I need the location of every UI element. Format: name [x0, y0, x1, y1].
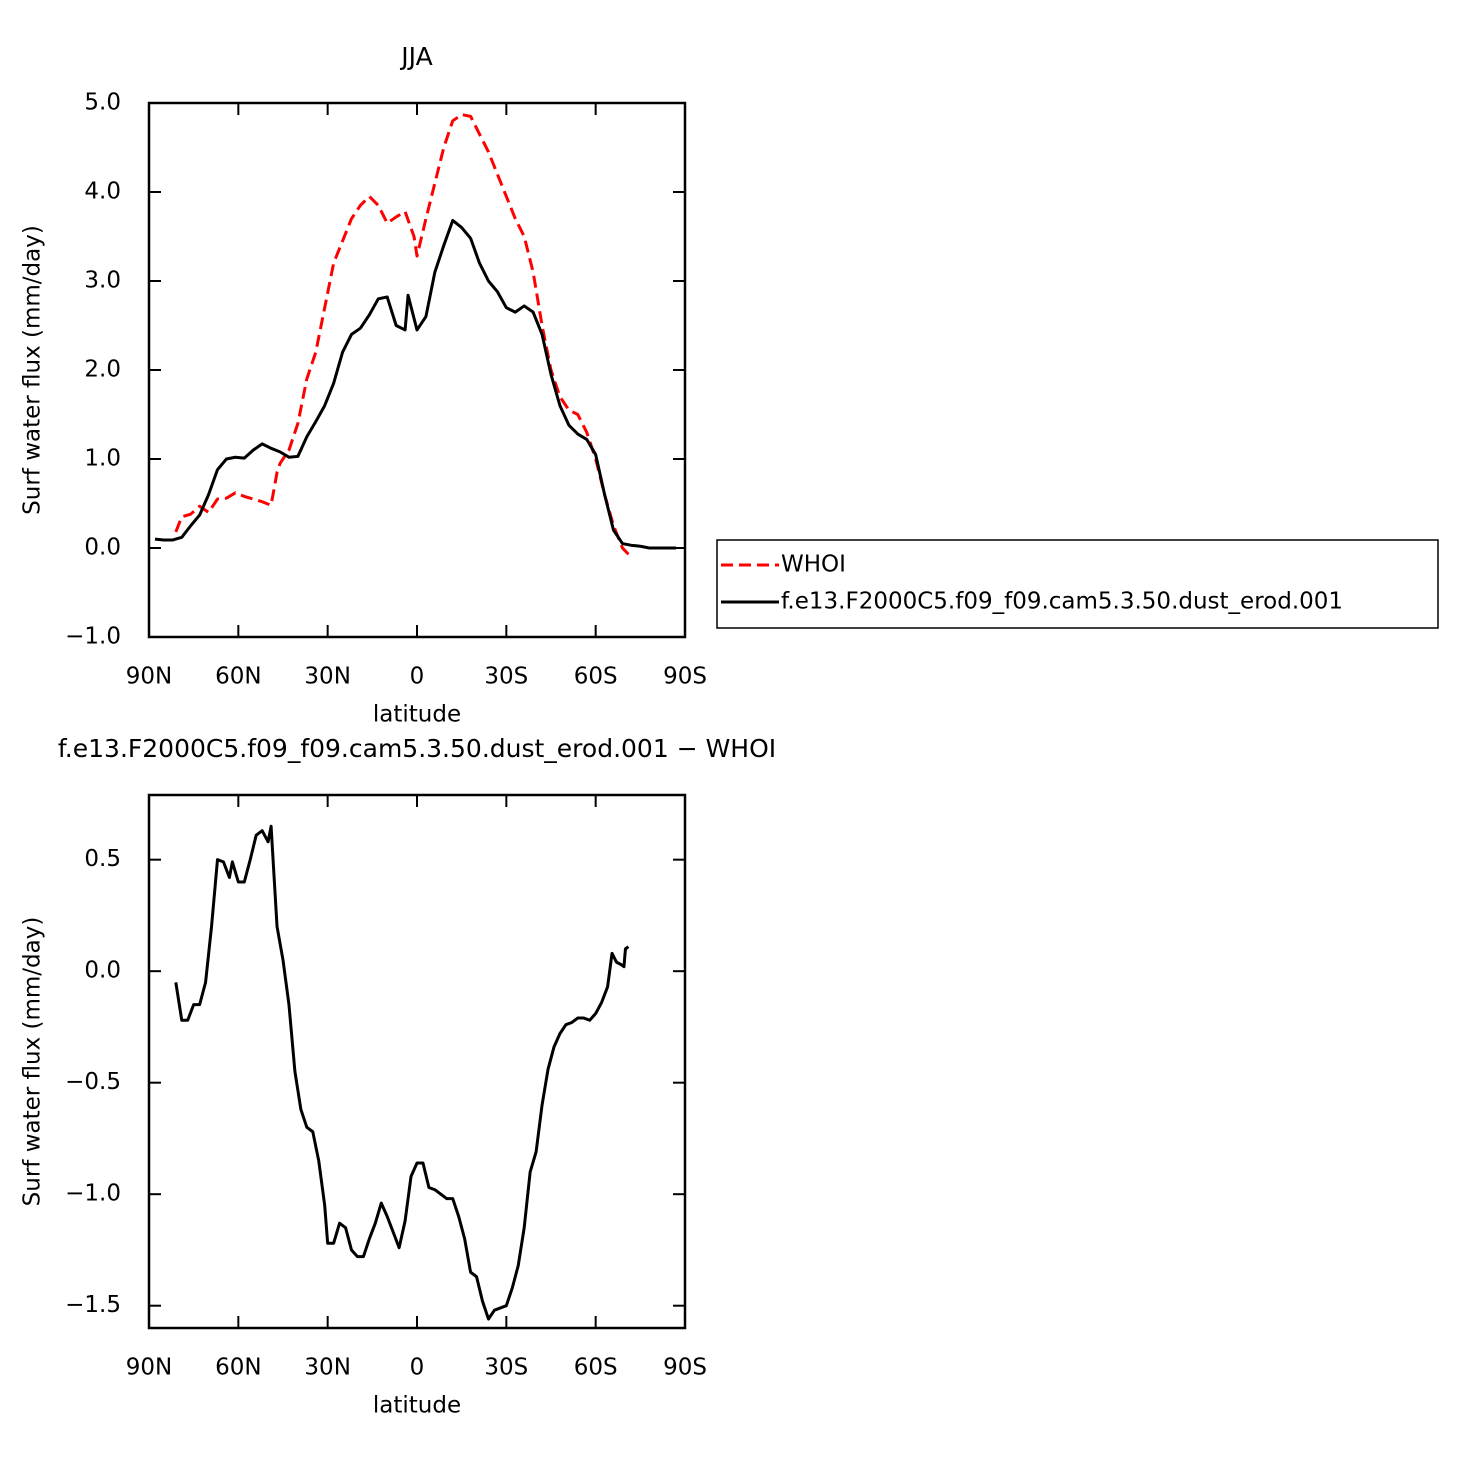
- legend-box: [716, 539, 1439, 629]
- y-tick-label: 0.5: [84, 846, 121, 872]
- y-tick-label: 5.0: [84, 90, 121, 116]
- x-tick-label: 30N: [304, 1355, 350, 1381]
- x-tick-label: 30S: [484, 664, 528, 690]
- y-tick-label: 1.0: [84, 446, 121, 472]
- y-tick-label: −1.0: [65, 624, 121, 650]
- x-tick-label: 60S: [574, 664, 618, 690]
- x-tick-label: 60N: [215, 664, 261, 690]
- x-tick-label: 90N: [126, 664, 172, 690]
- data-line: [174, 113, 630, 556]
- x-tick-label: 0: [410, 664, 425, 690]
- y-tick-label: 3.0: [84, 268, 121, 294]
- x-tick-label: 90S: [663, 664, 707, 690]
- data-line: [154, 218, 677, 550]
- x-axis-label: latitude: [373, 1393, 461, 1419]
- x-tick-label: 90S: [663, 1355, 707, 1381]
- x-tick-label: 60N: [215, 1355, 261, 1381]
- y-tick-label: −1.5: [65, 1292, 121, 1318]
- y-axis-label: Surf water flux (mm/day): [20, 917, 46, 1207]
- legend-label: WHOI: [781, 552, 846, 578]
- x-tick-label: 60S: [574, 1355, 618, 1381]
- x-tick-label: 30N: [304, 664, 350, 690]
- plot-frame: [147, 101, 687, 639]
- chart-title: JJA: [399, 42, 432, 71]
- x-tick-label: 90N: [126, 1355, 172, 1381]
- y-tick-label: −1.0: [65, 1181, 121, 1207]
- x-tick-label: 30S: [484, 1355, 528, 1381]
- x-tick-label: 0: [410, 1355, 425, 1381]
- y-tick-label: 4.0: [84, 179, 121, 205]
- y-axis-label: Surf water flux (mm/day): [20, 225, 46, 515]
- legend-label: f.e13.F2000C5.f09_f09.cam5.3.50.dust_ero…: [781, 589, 1343, 615]
- y-tick-label: 2.0: [84, 357, 121, 383]
- x-axis-label: latitude: [373, 702, 461, 728]
- data-line: [174, 824, 630, 1321]
- chart-title: f.e13.F2000C5.f09_f09.cam5.3.50.dust_ero…: [58, 734, 776, 763]
- y-tick-label: 0.0: [84, 535, 121, 561]
- y-tick-label: 0.0: [84, 958, 121, 984]
- y-tick-label: −0.5: [65, 1069, 121, 1095]
